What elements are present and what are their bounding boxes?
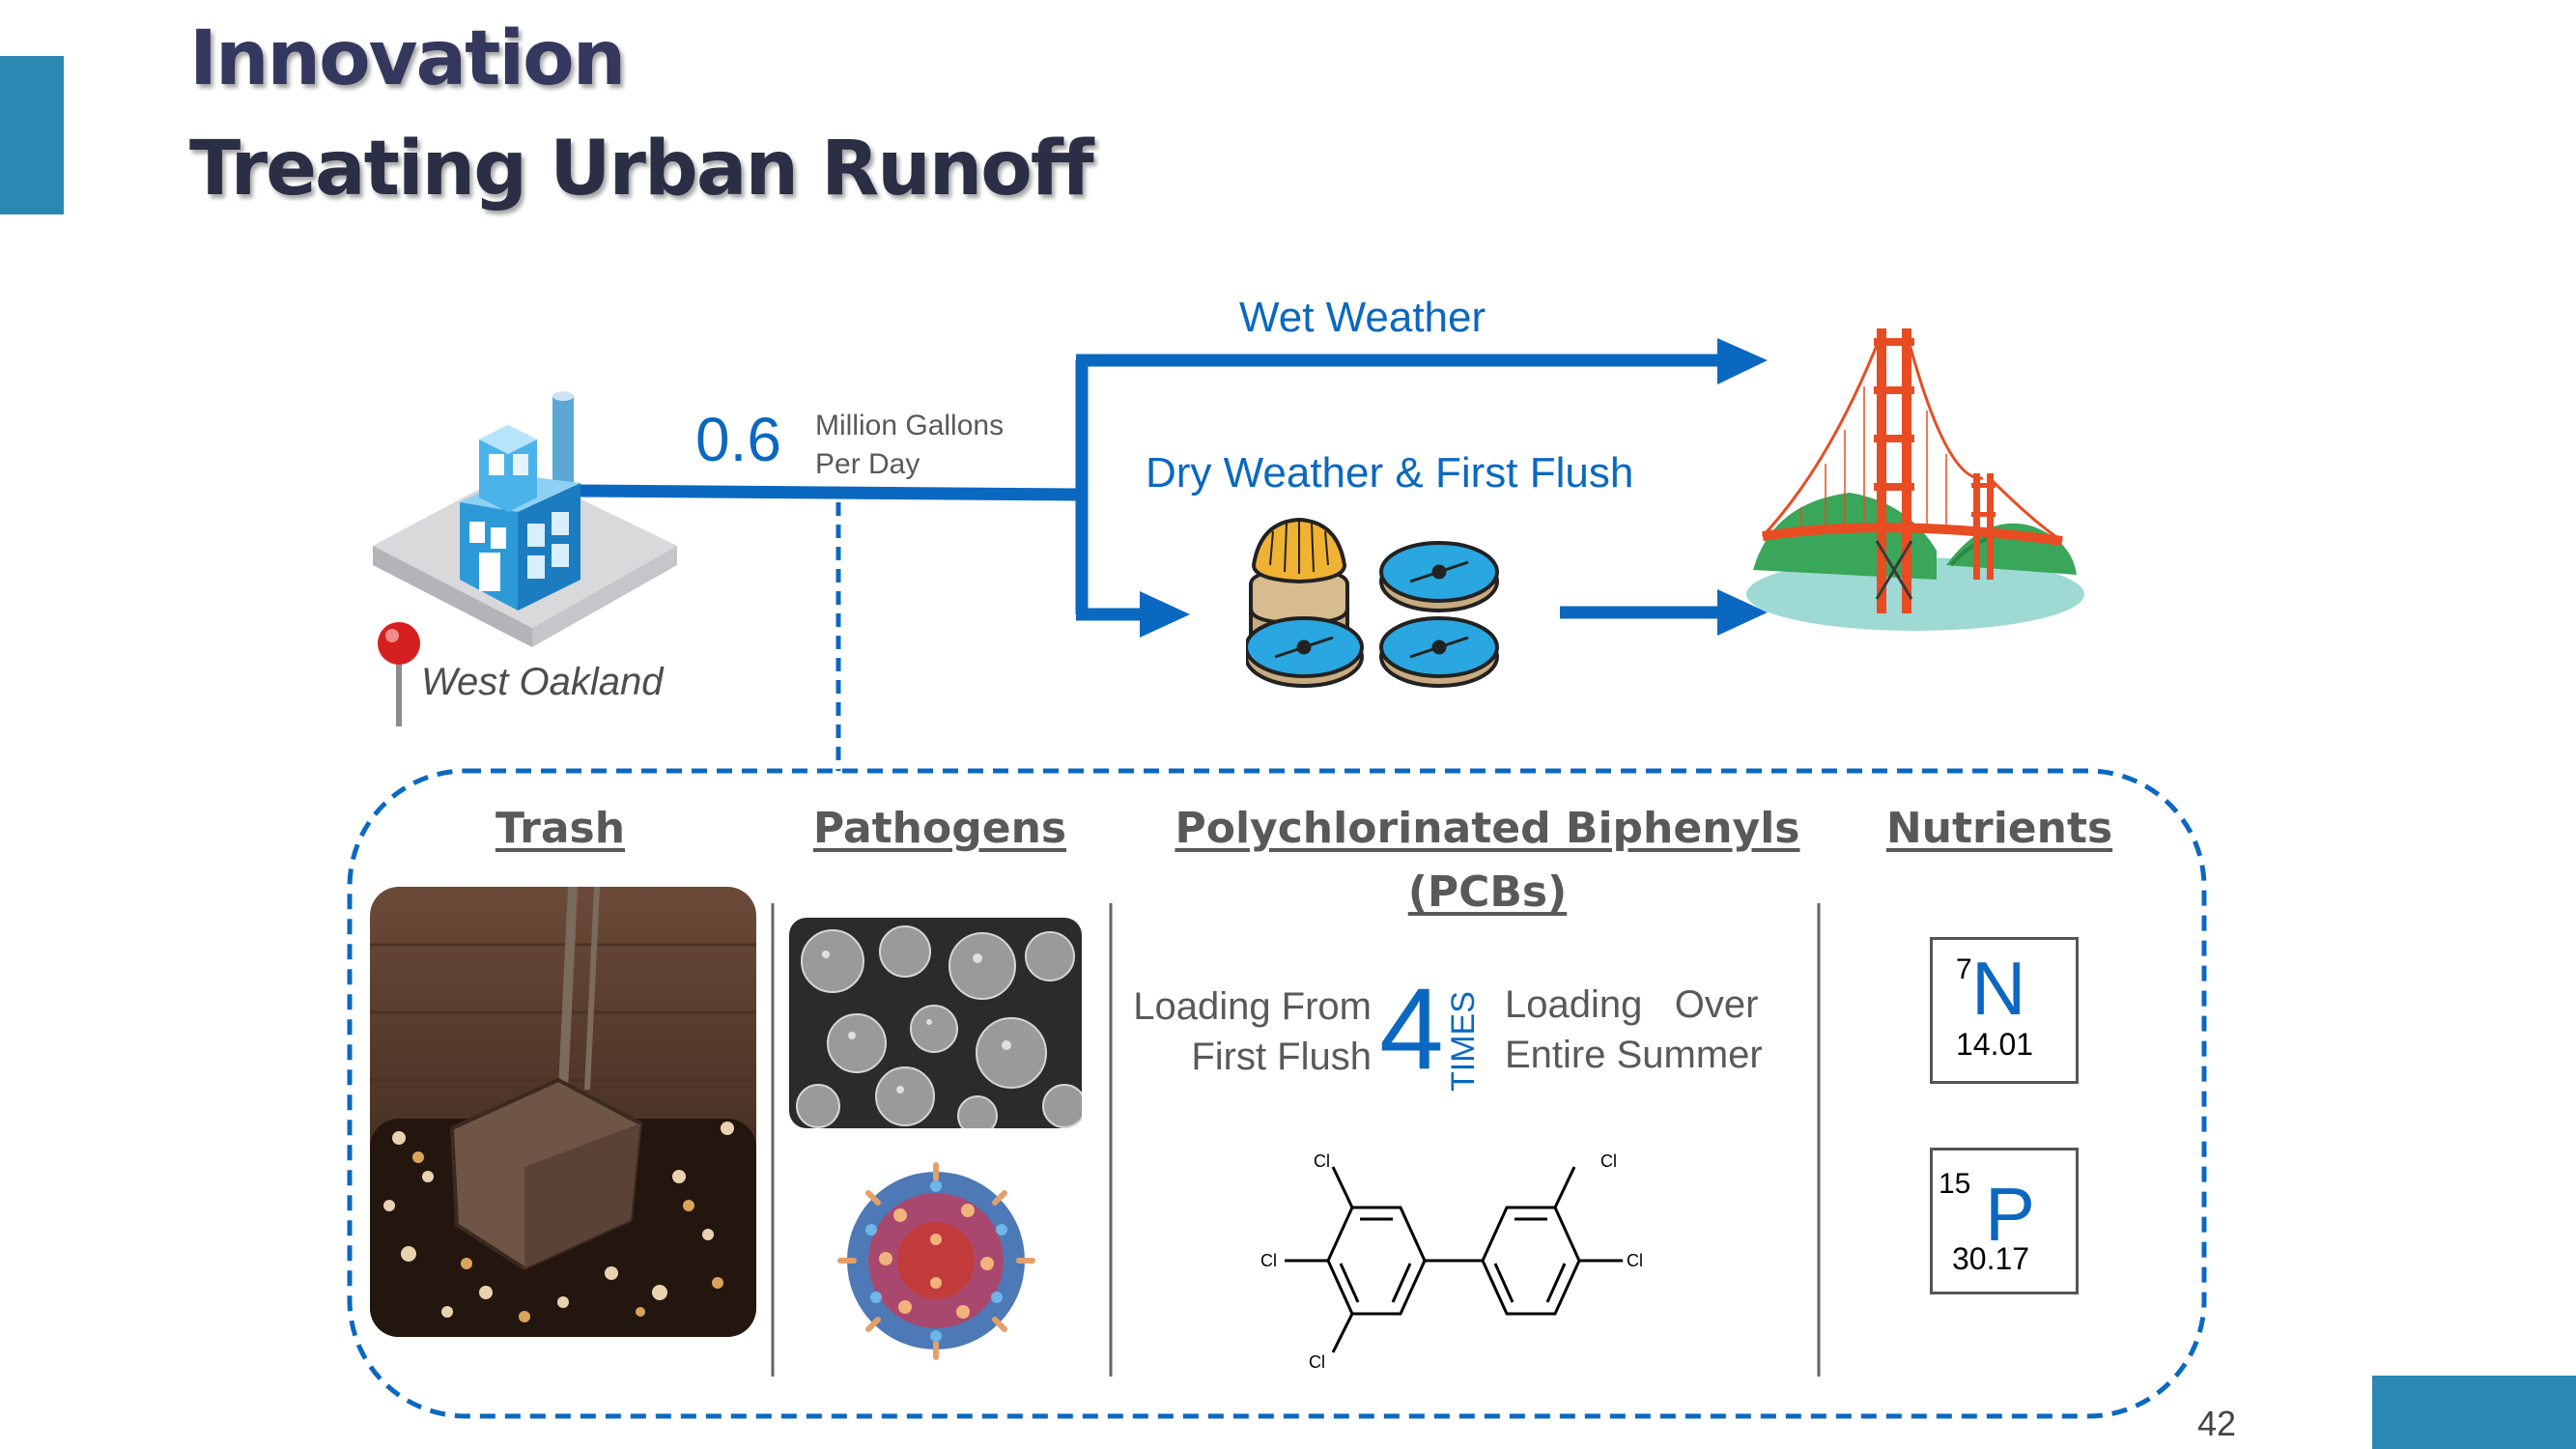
pcb-right-text-line2: Entire Summer: [1505, 1034, 1763, 1076]
wet-weather-label: Wet Weather: [1239, 294, 1486, 341]
slide-title-line1: Innovation: [189, 15, 626, 102]
chlorine-label-5: Cl: [1627, 1251, 1643, 1270]
nitrogen-element-tile: 7 N 14.01: [1930, 937, 2079, 1084]
treatment-plant-icon: [1246, 517, 1499, 688]
chlorine-label-4: Cl: [1600, 1151, 1617, 1171]
nitrogen-atomic-mass: 14.01: [1956, 1027, 2034, 1062]
main-pipe-line: [579, 484, 1083, 501]
nitrogen-atomic-number: 7: [1956, 953, 1972, 985]
pcb-left-text-line1: Loading From: [1133, 985, 1372, 1028]
pcbs-heading-line2: (PCBs): [1407, 867, 1568, 917]
nutrients-heading: Nutrients: [1885, 804, 2113, 853]
page-number: 42: [2197, 1404, 2237, 1443]
phosphorus-atomic-number: 15: [1939, 1168, 1971, 1200]
flow-value: 0.6: [695, 405, 781, 474]
factory-icon: [373, 391, 677, 647]
pcb-left-text-line2: First Flush: [1191, 1036, 1372, 1078]
phosphorus-symbol: P: [1985, 1172, 2036, 1257]
pcbs-heading-line1: Polychlorinated Biphenyls: [1175, 804, 1800, 853]
chlorine-label-1: Cl: [1314, 1151, 1330, 1171]
phosphorus-element-tile: 15 P 30.17: [1930, 1148, 2079, 1294]
pathogens-heading: Pathogens: [812, 804, 1067, 853]
virus-illustration-image: [837, 1162, 1035, 1360]
flow-unit-line2: Per Day: [815, 448, 920, 480]
pollutants-dashed-box: [347, 768, 2207, 1419]
flow-unit-line1: Million Gallons: [815, 410, 1005, 441]
phosphorus-atomic-mass: 30.17: [1952, 1241, 2030, 1276]
nitrogen-symbol: N: [1971, 946, 2026, 1031]
wet-weather-arrow-head: [1717, 338, 1768, 384]
treated-outflow-arrow-head: [1717, 589, 1768, 636]
dry-weather-arrow-head: [1140, 591, 1190, 638]
left-accent-bar: [0, 56, 64, 214]
dry-weather-label: Dry Weather & First Flush: [1146, 449, 1634, 497]
location-label: West Oakland: [421, 661, 664, 703]
pollen-micrograph-image: [789, 918, 1082, 1128]
pcb-multiplier: 4: [1379, 964, 1444, 1094]
chlorine-label-2: Cl: [1260, 1251, 1277, 1270]
map-pin-icon: [378, 622, 420, 726]
trash-capture-photo: [370, 887, 756, 1337]
chlorine-label-3: Cl: [1309, 1352, 1325, 1372]
trash-heading: Trash: [495, 804, 626, 853]
pcb-molecule-structure: Cl Cl Cl Cl Cl: [1260, 1151, 1643, 1372]
golden-gate-bridge-icon: [1746, 328, 2084, 631]
pcb-right-text-line1: Loading Over: [1505, 983, 1759, 1026]
slide-title-line2: Treating Urban Runoff: [189, 126, 1094, 213]
pcb-multiplier-unit: TIMES: [1445, 991, 1482, 1092]
right-accent-bar: [2372, 1376, 2576, 1449]
